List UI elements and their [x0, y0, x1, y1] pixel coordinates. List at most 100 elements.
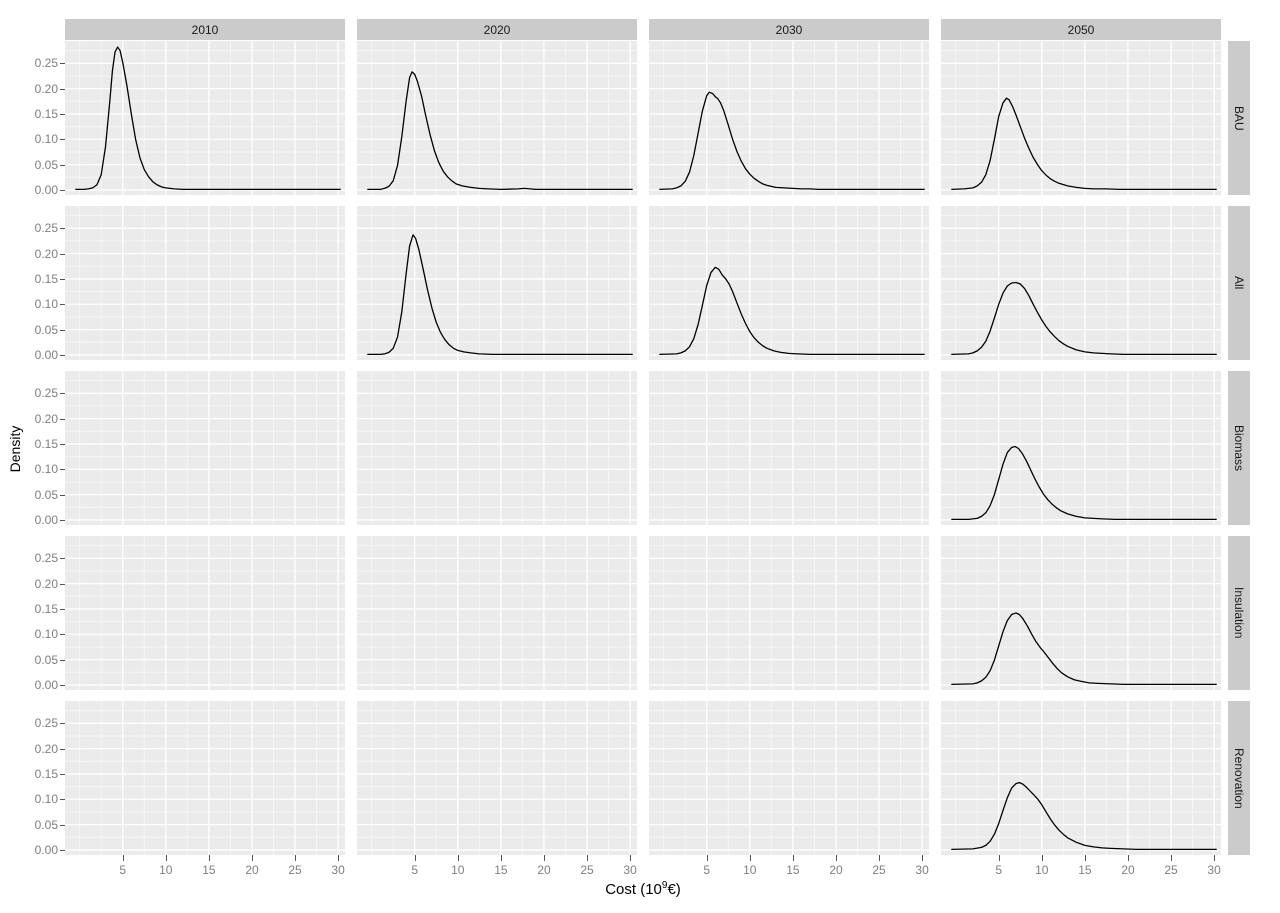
x-tick-label: 5 — [411, 863, 419, 877]
x-tick-mark — [338, 855, 340, 861]
y-tick-mark — [60, 824, 65, 826]
density-curve-all-2050 — [951, 281, 1217, 356]
y-tick-mark — [60, 278, 65, 280]
y-tick-mark — [60, 164, 65, 166]
x-tick-label: 20 — [829, 863, 843, 877]
y-tick-mark — [60, 723, 65, 725]
facet-col-strip-2030: 2030 — [649, 19, 929, 40]
x-axis-title: Cost (109€) — [543, 880, 743, 900]
x-tick-mark — [879, 855, 880, 861]
y-tick-label: 0.25 — [34, 551, 58, 566]
x-tick-mark — [1128, 855, 1129, 861]
panel-bau-2030 — [649, 41, 929, 195]
panel-canvas — [941, 536, 1221, 690]
y-tick-mark — [60, 329, 65, 331]
panel-renovation-2010 — [65, 701, 345, 855]
panel-canvas — [649, 701, 929, 855]
x-tick-mark — [122, 855, 124, 861]
x-tick-label: 30 — [331, 863, 345, 877]
x-tick-mark — [208, 855, 210, 861]
panel-biomass-2020 — [357, 371, 637, 525]
panel-all-2020 — [357, 206, 637, 360]
panel-canvas — [357, 701, 637, 855]
x-tick-mark — [500, 855, 502, 861]
x-tick-label: 5 — [119, 863, 127, 877]
x-tick-label: 10 — [1035, 863, 1049, 877]
density-curve-all-2020 — [367, 234, 633, 356]
y-tick-mark — [60, 684, 65, 686]
x-tick-mark — [1084, 855, 1086, 861]
x-tick-mark — [587, 855, 588, 861]
y-tick-label: 0.00 — [34, 512, 58, 527]
facet-row-strip-insulation: Insulation — [1228, 536, 1250, 690]
y-tick-mark — [60, 63, 65, 65]
y-tick-label: 0.20 — [34, 246, 58, 261]
density-curve-insulation-2050 — [951, 612, 1217, 686]
y-tick-mark — [60, 494, 65, 496]
y-tick-mark — [60, 748, 65, 750]
y-tick-label: 0.05 — [34, 652, 58, 667]
panel-biomass-2050 — [941, 371, 1221, 525]
x-tick-label: 30 — [1207, 863, 1221, 877]
panel-canvas — [649, 371, 929, 525]
x-tick-label: 25 — [872, 863, 886, 877]
x-tick-mark — [706, 855, 708, 861]
y-tick-label: 0.00 — [34, 347, 58, 362]
panel-canvas — [357, 41, 637, 195]
y-tick-label: 0.10 — [34, 462, 58, 477]
x-tick-mark — [252, 855, 253, 861]
y-tick-label: 0.00 — [34, 182, 58, 197]
density-curve-all-2030 — [659, 266, 925, 356]
density-curve-bau-2050 — [951, 97, 1217, 191]
x-tick-mark — [1171, 855, 1172, 861]
panel-canvas — [357, 536, 637, 690]
facet-col-strip-2050: 2050 — [941, 19, 1221, 40]
x-tick-label: 10 — [743, 863, 757, 877]
panel-biomass-2010 — [65, 371, 345, 525]
x-tick-label: 25 — [1164, 863, 1178, 877]
x-tick-label: 10 — [159, 863, 173, 877]
x-axis-title-text: Cost (10 — [605, 881, 662, 898]
panel-canvas — [65, 536, 345, 690]
x-tick-mark — [998, 855, 1000, 861]
x-tick-label: 30 — [623, 863, 637, 877]
y-tick-mark — [60, 113, 65, 115]
x-tick-mark — [165, 855, 167, 861]
density-curve-bau-2030 — [659, 91, 925, 191]
panel-canvas — [65, 206, 345, 360]
facet-row-strip-renovation: Renovation — [1228, 701, 1250, 855]
y-tick-mark — [60, 634, 65, 636]
y-tick-mark — [60, 519, 65, 521]
x-tick-mark — [630, 855, 632, 861]
y-tick-mark — [60, 418, 65, 420]
y-tick-label: 0.25 — [34, 386, 58, 401]
y-tick-mark — [60, 139, 65, 141]
panel-bau-2010 — [65, 41, 345, 195]
panel-canvas — [941, 41, 1221, 195]
y-tick-label: 0.05 — [34, 487, 58, 502]
x-tick-label: 15 — [494, 863, 508, 877]
y-tick-mark — [60, 799, 65, 801]
y-tick-mark — [60, 583, 65, 585]
x-tick-mark — [295, 855, 296, 861]
y-tick-mark — [60, 469, 65, 471]
panel-canvas — [941, 206, 1221, 360]
x-tick-label: 30 — [915, 863, 929, 877]
facet-row-strip-biomass: Biomass — [1228, 371, 1250, 525]
x-tick-mark — [1041, 855, 1043, 861]
x-tick-label: 5 — [995, 863, 1003, 877]
x-tick-label: 5 — [703, 863, 711, 877]
x-axis-title-unit: €) — [667, 881, 681, 898]
y-tick-label: 0.15 — [34, 766, 58, 781]
y-tick-mark — [60, 659, 65, 661]
x-tick-mark — [1214, 855, 1216, 861]
panel-all-2010 — [65, 206, 345, 360]
y-tick-label: 0.10 — [34, 792, 58, 807]
panel-renovation-2030 — [649, 701, 929, 855]
y-tick-mark — [60, 228, 65, 230]
y-tick-label: 0.15 — [34, 601, 58, 616]
panel-insulation-2020 — [357, 536, 637, 690]
panel-all-2050 — [941, 206, 1221, 360]
density-curve-biomass-2050 — [951, 445, 1217, 521]
